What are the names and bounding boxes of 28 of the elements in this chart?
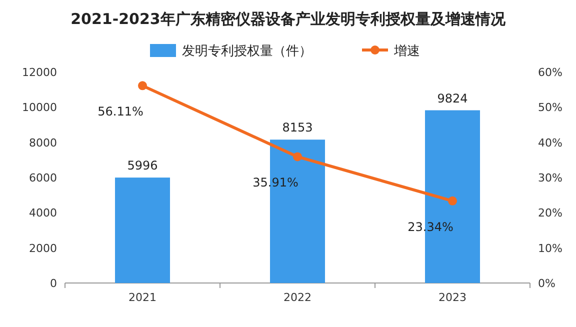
y2-tick-label: 20% [538,206,562,220]
legend-label: 增速 [393,44,420,59]
y2-tick-label: 50% [538,101,562,114]
y2-tick-label: 0% [538,277,556,290]
y2-tick-label: 60% [538,66,562,79]
y-tick-label: 4000 [29,206,57,220]
y-tick-label: 10000 [22,101,57,114]
x-tick-label: 2021 [128,291,156,304]
y-tick-label: 8000 [29,136,57,150]
y-tick-label: 12000 [22,66,57,79]
point [138,81,147,90]
x-tick-label: 2023 [438,291,466,304]
x-tick-label: 2022 [284,291,312,304]
y-tick-label: 6000 [29,172,57,184]
y-tick-label: 0 [50,277,57,290]
data-label: 56.11% [98,104,144,119]
chart-title: 2021-2023年广东精密仪器设备产业发明专利授权量及增速情况 [70,10,506,28]
y2-tick-label: 10% [538,242,562,255]
y-tick-label: 2000 [29,242,57,255]
data-label: 9824 [437,91,468,106]
point [293,152,302,162]
y2-tick-label: 40% [538,136,562,150]
y2-tick-label: 30% [538,172,562,184]
data-label: 8153 [282,120,313,135]
data-label: 5996 [127,158,158,173]
legend-label: 发明专利授权量（件） [182,44,312,59]
point [448,196,457,206]
bar [115,178,170,283]
